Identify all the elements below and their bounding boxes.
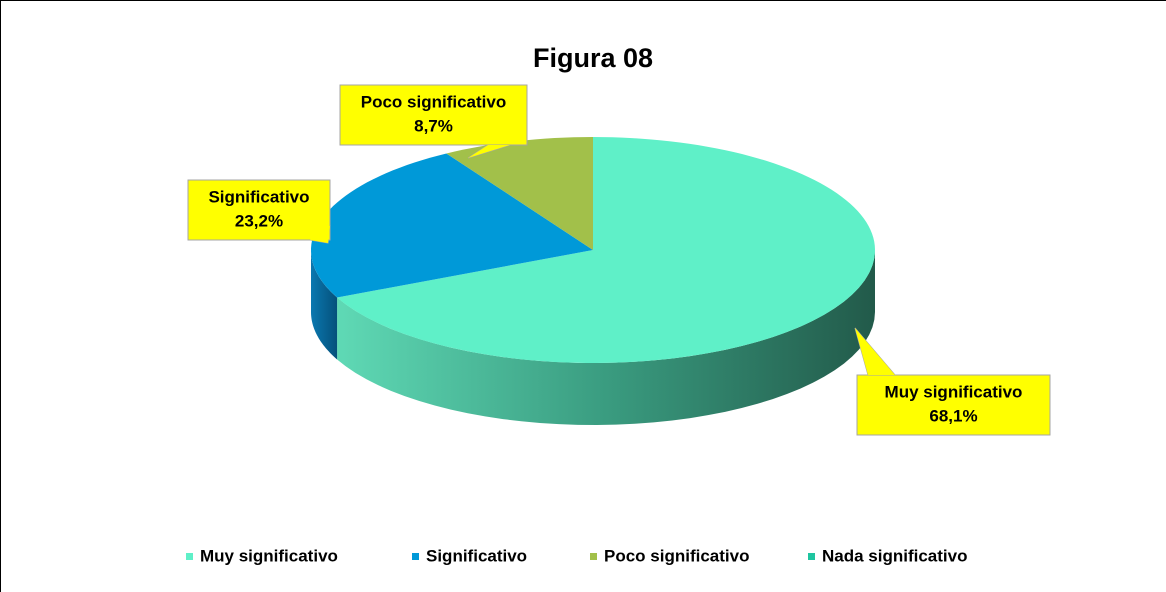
callout-box [856,374,1051,436]
data-label: Muy significativo 68,1% [854,327,1051,436]
callout-join [855,328,895,375]
data-label-category: Muy significativo [885,382,1023,401]
data-label-value: 68,1% [929,406,977,425]
callout-box [339,84,528,146]
data-label: Significativo 23,2% [187,179,331,244]
legend-label: Poco significativo [604,546,749,565]
legend-label: Muy significativo [200,546,338,565]
legend-label: Significativo [426,546,527,565]
slice-side [311,250,338,360]
legend-swatch [186,553,193,560]
slice [311,153,593,298]
data-label-value: 23,2% [235,211,283,230]
chart-title: Figura 08 [533,43,653,73]
slice [446,137,593,250]
data-label: Poco significativo 8,7% [339,84,528,159]
data-label-value: 8,7% [414,116,453,135]
legend-swatch [412,553,419,560]
data-label-category: Significativo [208,187,309,206]
legend-label: Nada significativo [822,546,967,565]
legend-swatch [808,553,815,560]
data-label-category: Poco significativo [361,92,506,111]
slice-side [337,250,876,425]
callout-box [187,179,331,241]
slice [337,137,875,363]
callout-join [468,145,510,158]
callout-join [310,226,330,243]
legend-swatch [590,553,597,560]
